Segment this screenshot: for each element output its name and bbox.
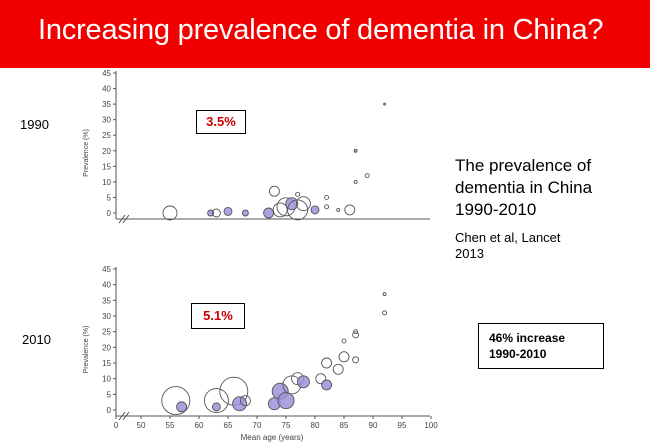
- heading-line-1: The prevalence of: [455, 156, 592, 175]
- x-axis-title: Mean age (years): [241, 433, 304, 442]
- y-tick-label: 0: [107, 406, 112, 415]
- data-bubble: [207, 209, 215, 217]
- y-tick-label: 35: [102, 100, 111, 109]
- y-tick-label: 40: [102, 281, 111, 290]
- data-bubble: [277, 392, 295, 410]
- data-bubble: [321, 379, 333, 391]
- citation-line-1: Chen et al, Lancet: [455, 230, 561, 245]
- y-tick-label: 5: [107, 390, 112, 399]
- heading-line-3: 1990-2010: [455, 200, 537, 219]
- data-bubble: [353, 179, 358, 184]
- y-tick-label: 15: [102, 162, 111, 171]
- data-bubble: [338, 351, 350, 363]
- x-tick-label: 60: [195, 421, 204, 430]
- data-bubble: [364, 173, 370, 179]
- y-tick-label: 5: [107, 193, 112, 202]
- x-tick-label: 0: [114, 421, 119, 430]
- y-tick-label: 25: [102, 131, 111, 140]
- x-tick-label: 65: [224, 421, 233, 430]
- heading-line-2: dementia in China: [455, 178, 593, 197]
- y-tick-label: 40: [102, 85, 111, 94]
- data-bubble: [211, 208, 221, 218]
- data-bubble: [268, 185, 280, 197]
- data-bubble: [162, 205, 178, 221]
- x-tick-label: 95: [398, 421, 407, 430]
- data-bubble: [321, 357, 333, 369]
- y-axis-title: Prevalence (%): [83, 326, 90, 374]
- increase-box: 46% increase 1990-2010: [478, 323, 604, 369]
- data-bubble: [263, 207, 275, 219]
- data-bubble: [211, 402, 221, 412]
- y-tick-label: 30: [102, 116, 111, 125]
- axis-break-mark: [118, 411, 126, 421]
- y-tick-label: 35: [102, 296, 111, 305]
- x-tick-label: 55: [166, 421, 175, 430]
- x-tick-label: 100: [424, 421, 438, 430]
- data-bubble: [353, 148, 358, 153]
- y-tick-label: 45: [102, 69, 111, 78]
- title-banner: Increasing prevalence of dementia in Chi…: [0, 0, 650, 68]
- x-tick-label: 85: [340, 421, 349, 430]
- y-tick-label: 20: [102, 147, 111, 156]
- data-bubble: [272, 202, 288, 218]
- data-bubble: [344, 204, 356, 216]
- chart-1990: 45 40 35 30 25 20 15 10 5 0 Prevalence (%): [83, 69, 430, 224]
- data-bubble: [161, 386, 191, 416]
- data-bubble: [336, 207, 341, 212]
- increase-line-2: 1990-2010: [489, 347, 547, 361]
- data-bubble: [295, 191, 301, 197]
- data-bubble: [324, 194, 330, 200]
- data-bubble: [239, 395, 251, 407]
- x-tick-label: 80: [311, 421, 320, 430]
- x-tick-label: 50: [137, 421, 146, 430]
- x-tick-label: 70: [253, 421, 262, 430]
- increase-line-1: 46% increase: [489, 331, 566, 345]
- data-bubble: [382, 310, 388, 316]
- data-bubble: [353, 329, 359, 335]
- data-bubble: [176, 401, 188, 413]
- x-tick-label: 90: [369, 421, 378, 430]
- side-heading: The prevalence of dementia in China 1990…: [455, 155, 592, 221]
- data-bubble: [232, 396, 248, 412]
- year-label-2010: 2010: [22, 332, 51, 347]
- citation-line-2: 2013: [455, 246, 484, 261]
- data-bubble: [352, 331, 360, 339]
- slide-title: Increasing prevalence of dementia in Chi…: [38, 14, 604, 46]
- y-tick-label: 20: [102, 343, 111, 352]
- data-bubble: [332, 363, 344, 375]
- data-bubble: [223, 206, 233, 216]
- x-tick-label: 75: [282, 421, 291, 430]
- data-bubble: [315, 373, 327, 385]
- data-bubble: [203, 388, 229, 414]
- y-tick-label: 10: [102, 375, 111, 384]
- y-tick-label: 0: [107, 209, 112, 218]
- y-tick-label: 10: [102, 178, 111, 187]
- data-bubble: [383, 102, 387, 106]
- data-bubble: [341, 338, 347, 344]
- axis-break-mark: [122, 411, 130, 421]
- citation: Chen et al, Lancet 2013: [455, 230, 561, 262]
- y-tick-label: 30: [102, 312, 111, 321]
- data-bubble: [296, 375, 310, 389]
- y-tick-label: 25: [102, 328, 111, 337]
- callout-2010: 5.1%: [191, 303, 245, 329]
- data-bubble: [310, 205, 320, 215]
- axis-break-mark: [122, 214, 130, 224]
- data-bubble: [324, 204, 330, 210]
- data-bubble: [382, 292, 387, 297]
- data-bubble: [352, 356, 360, 364]
- y-axis-title: Prevalence (%): [83, 129, 90, 177]
- year-label-1990: 1990: [20, 117, 49, 132]
- callout-1990: 3.5%: [196, 110, 246, 134]
- y-tick-label: 45: [102, 265, 111, 274]
- y-tick-label: 15: [102, 359, 111, 368]
- data-bubble: [295, 196, 311, 212]
- data-bubble: [241, 209, 249, 217]
- axis-break-mark: [118, 214, 126, 224]
